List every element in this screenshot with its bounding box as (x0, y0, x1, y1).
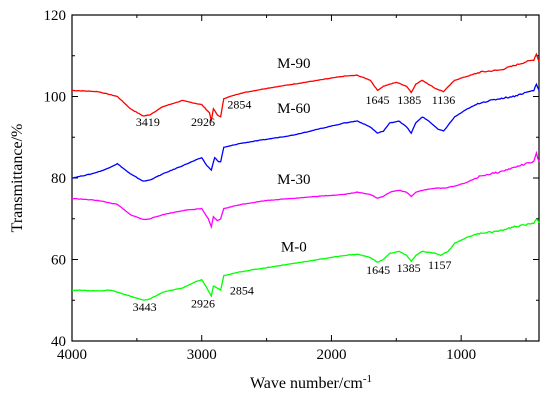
x-axis-title: Wave number/cm-1 (250, 373, 372, 392)
x-tick-label: 2000 (316, 347, 346, 363)
x-tick-label: 3000 (187, 347, 217, 363)
x-axis-title-superscript: -1 (363, 373, 372, 385)
peak-label: 1136 (432, 93, 456, 107)
series-line-m-0 (72, 218, 540, 301)
y-tick-label: 100 (44, 90, 67, 106)
y-tick-label: 60 (51, 253, 66, 269)
series-label: M-30 (277, 172, 310, 188)
series-line-m-30 (71, 150, 540, 230)
peak-label: 1157 (428, 258, 452, 272)
y-tick-label: 120 (44, 8, 67, 24)
peak-label: 1385 (397, 261, 421, 275)
series-lines (71, 52, 540, 301)
series-labels: M-90 M-60 M-30 M-0 (277, 56, 310, 255)
series-line-m-60 (71, 82, 540, 182)
x-tick-label: 4000 (57, 347, 87, 363)
peak-label: 3419 (136, 115, 160, 129)
peak-label: 1645 (365, 93, 389, 107)
series-label: M-60 (277, 101, 310, 117)
y-tick-label: 40 (51, 334, 66, 350)
x-axis: 4000 3000 2000 1000 (57, 15, 527, 363)
y-axis: 40 60 80 100 120 (44, 8, 539, 350)
x-tick-label: 1000 (446, 347, 476, 363)
peak-label: 1645 (366, 263, 390, 277)
series-label: M-0 (281, 239, 307, 255)
peak-label: 1385 (397, 93, 421, 107)
peak-label: 2926 (191, 115, 215, 129)
peak-label: 2854 (230, 284, 254, 298)
peak-annotations: 3419 2926 2854 1645 1385 1136 3443 2926 2854 1645… (133, 93, 456, 314)
peak-label: 2926 (191, 297, 215, 311)
y-axis-title: Transmittance/% (9, 124, 26, 233)
peak-label: 2854 (227, 98, 251, 112)
series-line-m-90 (71, 52, 540, 122)
peak-label: 3443 (133, 300, 157, 314)
y-tick-label: 80 (51, 171, 66, 187)
series-label: M-90 (277, 56, 310, 72)
